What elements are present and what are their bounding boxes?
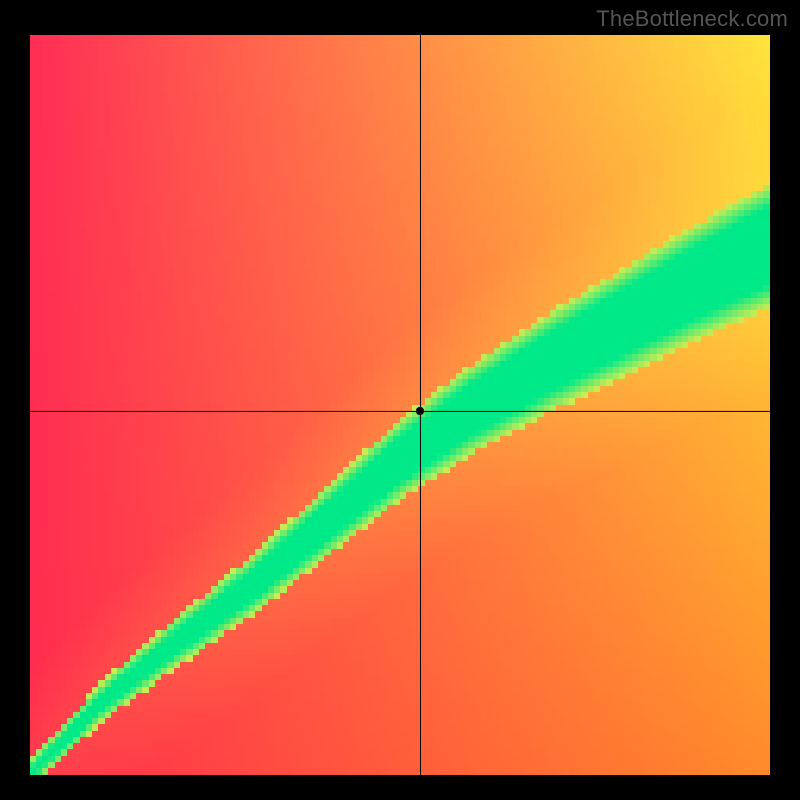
chart-container: TheBottleneck.com xyxy=(0,0,800,800)
heatmap-plot xyxy=(30,35,770,775)
heatmap-canvas xyxy=(30,35,770,775)
watermark-text: TheBottleneck.com xyxy=(596,6,788,32)
